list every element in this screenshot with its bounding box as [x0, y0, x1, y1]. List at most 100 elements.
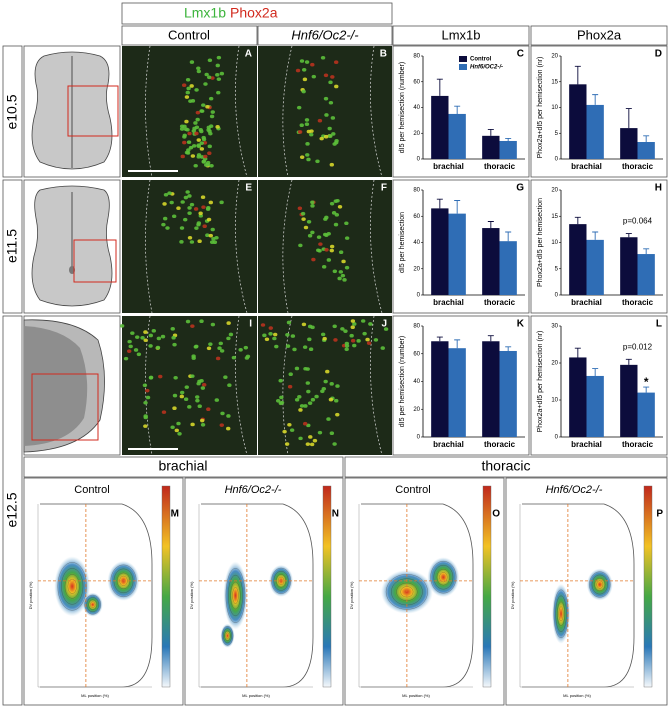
cord-outline [361, 503, 474, 688]
cell [143, 414, 148, 418]
cell [329, 201, 335, 206]
cell [160, 334, 166, 339]
cell [307, 337, 312, 342]
cell [199, 418, 205, 423]
boundary-line [235, 315, 248, 456]
cell [350, 325, 355, 330]
density-blob [427, 557, 460, 598]
cell [324, 113, 329, 117]
bar [586, 239, 604, 295]
cell [136, 352, 142, 357]
cell [297, 130, 303, 134]
panel-letter: J [381, 319, 387, 330]
density-box [184, 477, 344, 706]
cell [200, 422, 206, 427]
cell [308, 347, 314, 352]
cell [340, 327, 345, 331]
cell [305, 142, 310, 146]
cell [145, 395, 151, 400]
cell [196, 143, 201, 148]
cell [301, 322, 307, 327]
cell [210, 322, 216, 327]
cell [295, 68, 301, 73]
density-blob [552, 583, 571, 644]
cell [309, 132, 314, 137]
row-box [2, 45, 23, 178]
cell [329, 382, 334, 386]
cell [206, 75, 212, 80]
x-tick-label: thoracic [484, 162, 516, 171]
cell [199, 141, 204, 145]
cell [268, 326, 273, 330]
cell [185, 90, 190, 95]
cell [341, 259, 346, 264]
cell [215, 73, 220, 77]
cell [194, 344, 199, 349]
cell [327, 126, 332, 131]
bar [482, 228, 500, 295]
cell [300, 211, 306, 216]
cell [167, 191, 172, 195]
schematic [23, 45, 121, 178]
contour [221, 625, 234, 646]
x-tick-label: thoracic [622, 440, 654, 449]
cell [143, 424, 148, 428]
cell [323, 73, 329, 78]
cell [343, 329, 348, 333]
cell [148, 376, 154, 380]
cell [333, 60, 339, 65]
y-tick-label: 10 [551, 105, 558, 111]
cell [177, 431, 182, 436]
contour [225, 568, 246, 623]
error-bar [505, 231, 512, 242]
cell [165, 226, 170, 230]
cell [350, 319, 356, 323]
cell [173, 375, 178, 380]
column-header: Lmx1b [441, 27, 480, 42]
y-tick-label: 40 [413, 240, 420, 246]
cell [296, 105, 302, 110]
colorbar [161, 485, 171, 688]
cell [212, 240, 218, 245]
contour [84, 594, 101, 615]
p-value: p=0.064 [623, 217, 653, 226]
cell [226, 321, 231, 325]
cell [215, 63, 220, 68]
cell [340, 273, 346, 278]
cell [328, 100, 334, 105]
cell [305, 381, 310, 385]
cell [326, 231, 331, 236]
cell [320, 55, 326, 60]
cell [199, 129, 204, 134]
cell [176, 206, 181, 211]
error-bar [592, 231, 599, 240]
column-header: Hnf6/Oc2-/- [291, 27, 359, 42]
cell [373, 338, 379, 342]
y-tick-label: 40 [413, 105, 420, 111]
cell [328, 134, 333, 138]
cell [361, 319, 366, 323]
error-bar [505, 137, 512, 141]
cord-outline [40, 503, 153, 688]
cell [183, 127, 189, 132]
cell [215, 125, 220, 129]
cell [314, 394, 319, 399]
cell [206, 407, 211, 412]
cell [319, 136, 324, 141]
y-tick-label: 20 [413, 407, 420, 413]
cell [227, 383, 232, 388]
cord-outline [201, 503, 314, 688]
cell [331, 132, 336, 136]
cell [205, 162, 210, 167]
bar [448, 113, 466, 159]
cell [335, 198, 340, 203]
cell [306, 157, 311, 162]
cell [206, 125, 211, 130]
cell [329, 162, 335, 167]
y-tick-label: 10 [551, 398, 558, 404]
cell [285, 332, 290, 337]
cell [187, 405, 192, 409]
cell [219, 71, 225, 76]
cell [199, 319, 204, 324]
cell [304, 118, 310, 122]
